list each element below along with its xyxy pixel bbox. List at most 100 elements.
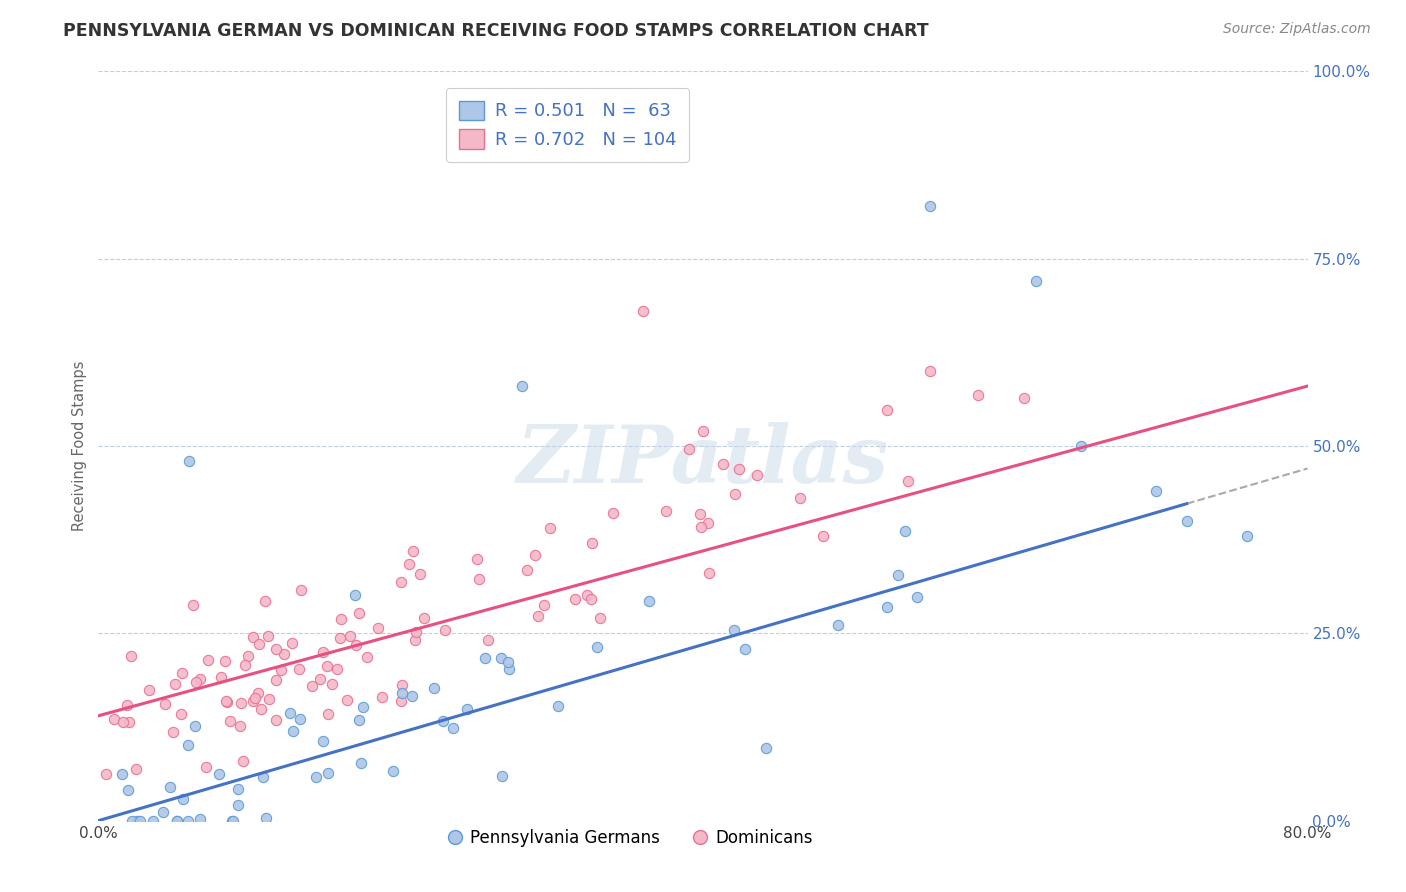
Point — [723, 623, 745, 637]
Point — [118, 715, 141, 730]
Point — [496, 656, 519, 670]
Point — [242, 693, 264, 707]
Point — [120, 649, 142, 664]
Point — [434, 623, 457, 637]
Point — [238, 648, 260, 663]
Point — [153, 697, 176, 711]
Point — [172, 665, 194, 680]
Point — [321, 676, 343, 690]
Point — [152, 805, 174, 819]
Point — [229, 696, 252, 710]
Point — [575, 588, 598, 602]
Point — [538, 521, 561, 535]
Point — [111, 766, 134, 780]
Point — [250, 702, 273, 716]
Point — [678, 442, 700, 457]
Point — [117, 698, 139, 713]
Point — [432, 714, 454, 728]
Point — [215, 694, 238, 708]
Point — [405, 624, 427, 639]
Point — [747, 467, 769, 482]
Point — [344, 588, 367, 602]
Point — [966, 388, 988, 402]
Point — [316, 707, 339, 722]
Point — [188, 673, 211, 687]
Point — [159, 780, 181, 794]
Point — [724, 487, 747, 501]
Point — [162, 724, 184, 739]
Point — [894, 524, 917, 539]
Point — [602, 506, 624, 520]
Point — [467, 572, 489, 586]
Point — [254, 593, 277, 607]
Point — [477, 632, 499, 647]
Point — [755, 741, 778, 756]
Text: Source: ZipAtlas.com: Source: ZipAtlas.com — [1223, 22, 1371, 37]
Point — [249, 636, 271, 650]
Point — [441, 721, 464, 735]
Point — [456, 701, 478, 715]
Point — [637, 593, 659, 607]
Point — [690, 520, 713, 534]
Point — [165, 677, 187, 691]
Point — [252, 770, 274, 784]
Point — [233, 657, 256, 672]
Point — [389, 694, 412, 708]
Point — [381, 764, 404, 779]
Point — [172, 792, 194, 806]
Point — [391, 678, 413, 692]
Point — [287, 662, 309, 676]
Point — [184, 718, 207, 732]
Point — [356, 649, 378, 664]
Point — [367, 621, 389, 635]
Point — [734, 641, 756, 656]
Point — [270, 664, 292, 678]
Point — [330, 612, 353, 626]
Point — [811, 529, 834, 543]
Point — [350, 756, 373, 770]
Point — [96, 767, 118, 781]
Point — [129, 814, 152, 828]
Point — [304, 771, 326, 785]
Point — [579, 591, 602, 606]
Point — [918, 364, 941, 378]
Point — [127, 814, 149, 828]
Point — [352, 700, 374, 714]
Point — [288, 712, 311, 726]
Point — [181, 598, 204, 612]
Point — [188, 813, 211, 827]
Point — [897, 474, 920, 488]
Point — [474, 650, 496, 665]
Point — [254, 811, 277, 825]
Point — [301, 679, 323, 693]
Point — [226, 781, 249, 796]
Point — [112, 714, 135, 729]
Point — [221, 814, 243, 828]
Point — [312, 733, 335, 747]
Point — [170, 706, 193, 721]
Point — [273, 647, 295, 661]
Point — [283, 724, 305, 739]
Point — [222, 814, 245, 828]
Point — [142, 814, 165, 828]
Point — [1070, 439, 1092, 453]
Point — [516, 563, 538, 577]
Point — [1175, 514, 1198, 528]
Point — [344, 638, 367, 652]
Point — [197, 653, 219, 667]
Point — [918, 199, 941, 213]
Point — [246, 686, 269, 700]
Point — [713, 457, 735, 471]
Point — [336, 692, 359, 706]
Point — [491, 769, 513, 783]
Y-axis label: Receiving Food Stamps: Receiving Food Stamps — [72, 360, 87, 532]
Point — [465, 552, 488, 566]
Point — [308, 673, 330, 687]
Point — [498, 661, 520, 675]
Point — [264, 713, 287, 727]
Point — [586, 640, 609, 654]
Point — [316, 766, 339, 780]
Point — [533, 598, 555, 612]
Point — [257, 629, 280, 643]
Point — [177, 739, 200, 753]
